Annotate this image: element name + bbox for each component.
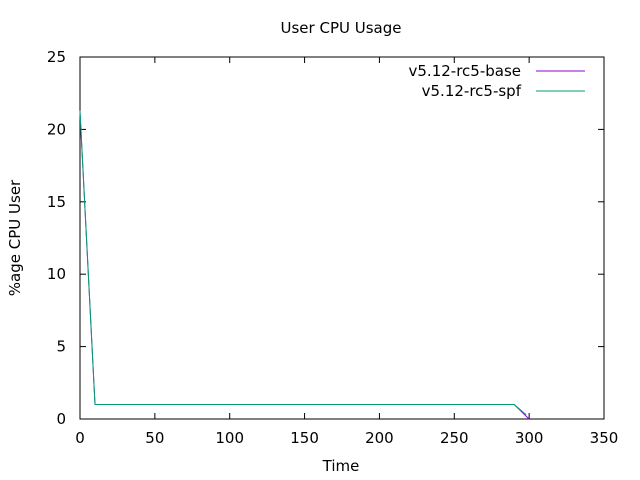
x-tick-label: 100 [215, 429, 244, 447]
x-tick-label: 300 [515, 429, 544, 447]
x-tick-label: 250 [440, 429, 469, 447]
axis-ticks: 0 50 100 150 200 250 300 350 0 5 10 15 20 25 [47, 48, 618, 447]
x-tick-label: 200 [365, 429, 394, 447]
series-line-0 [79, 111, 530, 420]
y-axis-label: %age CPU User [6, 179, 24, 296]
y-tick-label: 20 [47, 120, 66, 138]
legend-label-0: v5.12-rc5-base [409, 62, 522, 80]
x-tick-label: 0 [75, 429, 85, 447]
x-tick-label: 150 [290, 429, 319, 447]
plot-frame [79, 56, 605, 420]
y-tick-label: 10 [47, 265, 66, 283]
y-tick-label: 0 [56, 410, 66, 428]
x-tick-label: 50 [145, 429, 164, 447]
chart-title: User CPU Usage [281, 19, 402, 37]
x-tick-label: 350 [590, 429, 619, 447]
series-line-1 [79, 110, 527, 416]
legend-label-1: v5.12-rc5-spf [422, 82, 522, 100]
series-lines [79, 110, 530, 420]
y-tick-label: 5 [56, 338, 66, 356]
y-tick-label: 25 [47, 48, 66, 66]
y-tick-label: 15 [47, 193, 66, 211]
legend: v5.12-rc5-base v5.12-rc5-spf [409, 62, 585, 100]
x-axis-label: Time [322, 457, 360, 475]
